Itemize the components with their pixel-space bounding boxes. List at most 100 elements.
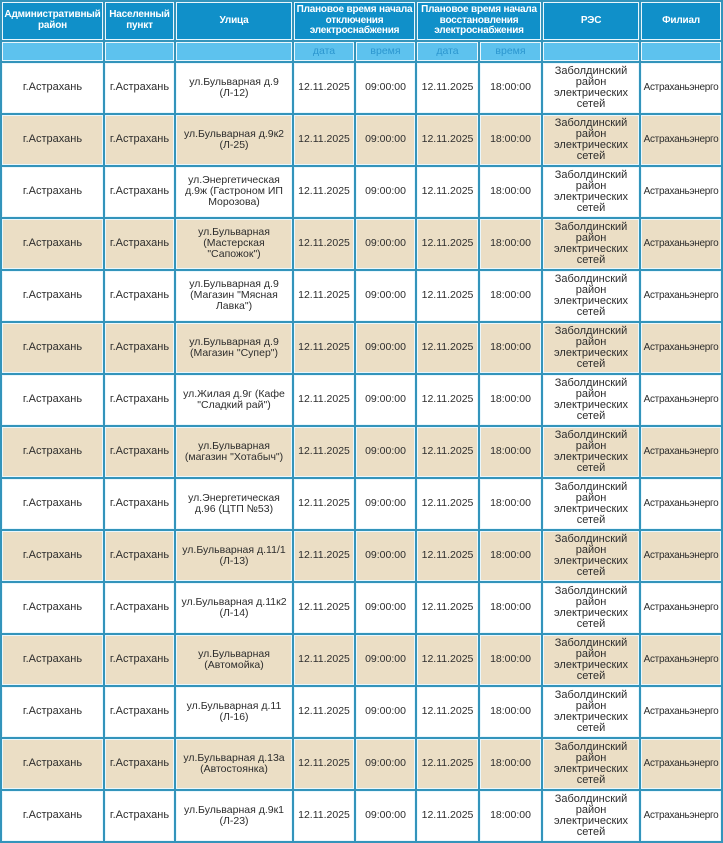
cell-street: ул.Бульварная д.11к2 (Л-14) — [176, 582, 292, 633]
cell-branch: Астраханьэнерго — [641, 686, 722, 737]
cell-res: Заболдинский район электрических сетей — [543, 738, 640, 789]
cell-restore-time: 18:00:00 — [480, 166, 542, 217]
cell-branch: Астраханьэнерго — [641, 790, 722, 841]
cell-settlement: г.Астрахань — [105, 686, 174, 737]
cell-district: г.Астрахань — [2, 62, 103, 113]
cell-res: Заболдинский район электрических сетей — [543, 322, 640, 373]
cell-restore-date: 12.11.2025 — [417, 426, 479, 477]
cell-restore-time: 18:00:00 — [480, 62, 542, 113]
cell-district: г.Астрахань — [2, 270, 103, 321]
col-header-outage-start: Плановое время начала отключения электро… — [294, 2, 416, 40]
cell-outage-date: 12.11.2025 — [294, 374, 354, 425]
cell-street: ул.Бульварная д.13а (Автостоянка) — [176, 738, 292, 789]
cell-res: Заболдинский район электрических сетей — [543, 478, 640, 529]
cell-district: г.Астрахань — [2, 166, 103, 217]
cell-res: Заболдинский район электрических сетей — [543, 374, 640, 425]
table-row: г.Астрахань г.Астрахань ул.Бульварная д.9 … — [2, 322, 722, 373]
cell-restore-time: 18:00:00 — [480, 582, 542, 633]
table-row: г.Астрахань г.Астрахань ул.Энергетическая … — [2, 478, 722, 529]
cell-res: Заболдинский район электрических сетей — [543, 166, 640, 217]
cell-branch: Астраханьэнерго — [641, 166, 722, 217]
cell-outage-date: 12.11.2025 — [294, 478, 354, 529]
cell-outage-time: 09:00:00 — [356, 166, 416, 217]
subheader-restore-date: дата — [417, 41, 479, 61]
cell-settlement: г.Астрахань — [105, 218, 174, 269]
cell-street: ул.Энергетическая д.9ж (Гастроном ИП Мор… — [176, 166, 292, 217]
cell-settlement: г.Астрахань — [105, 270, 174, 321]
cell-outage-time: 09:00:00 — [356, 790, 416, 841]
cell-outage-time: 09:00:00 — [356, 530, 416, 581]
cell-street: ул.Бульварная д.9к2 (Л-25) — [176, 114, 292, 165]
col-header-street: Улица — [176, 2, 292, 40]
cell-outage-date: 12.11.2025 — [294, 218, 354, 269]
cell-res: Заболдинский район электрических сетей — [543, 114, 640, 165]
cell-district: г.Астрахань — [2, 478, 103, 529]
table-row: г.Астрахань г.Астрахань ул.Бульварная д.11… — [2, 686, 722, 737]
cell-restore-time: 18:00:00 — [480, 218, 542, 269]
cell-res: Заболдинский район электрических сетей — [543, 582, 640, 633]
cell-outage-time: 09:00:00 — [356, 634, 416, 685]
cell-street: ул.Бульварная (Мастерская "Сапожок") — [176, 218, 292, 269]
cell-restore-time: 18:00:00 — [480, 790, 542, 841]
cell-outage-time: 09:00:00 — [356, 738, 416, 789]
cell-restore-time: 18:00:00 — [480, 686, 542, 737]
table-row: г.Астрахань г.Астрахань ул.Бульварная д.9 … — [2, 270, 722, 321]
cell-outage-date: 12.11.2025 — [294, 686, 354, 737]
cell-outage-time: 09:00:00 — [356, 582, 416, 633]
col-header-restore-start: Плановое время начала восстановления эле… — [417, 2, 542, 40]
cell-restore-time: 18:00:00 — [480, 270, 542, 321]
cell-outage-date: 12.11.2025 — [294, 634, 354, 685]
cell-outage-time: 09:00:00 — [356, 322, 416, 373]
subheader-restore-time: время — [480, 41, 542, 61]
cell-street: ул.Энергетическая д.96 (ЦТП №53) — [176, 478, 292, 529]
cell-branch: Астраханьэнерго — [641, 478, 722, 529]
cell-district: г.Астрахань — [2, 530, 103, 581]
table-row: г.Астрахань г.Астрахань ул.Бульварная д.11… — [2, 530, 722, 581]
cell-branch: Астраханьэнерго — [641, 62, 722, 113]
cell-district: г.Астрахань — [2, 686, 103, 737]
cell-res: Заболдинский район электрических сетей — [543, 270, 640, 321]
cell-district: г.Астрахань — [2, 790, 103, 841]
cell-res: Заболдинский район электрических сетей — [543, 426, 640, 477]
col-header-district: Административный район — [2, 2, 103, 40]
cell-branch: Астраханьэнерго — [641, 738, 722, 789]
cell-outage-time: 09:00:00 — [356, 686, 416, 737]
cell-restore-date: 12.11.2025 — [417, 114, 479, 165]
cell-outage-time: 09:00:00 — [356, 426, 416, 477]
cell-restore-date: 12.11.2025 — [417, 218, 479, 269]
col-header-branch: Филиал — [641, 2, 722, 40]
cell-res: Заболдинский район электрических сетей — [543, 218, 640, 269]
subheader-empty — [105, 41, 174, 61]
cell-res: Заболдинский район электрических сетей — [543, 62, 640, 113]
cell-outage-date: 12.11.2025 — [294, 582, 354, 633]
cell-settlement: г.Астрахань — [105, 478, 174, 529]
cell-outage-date: 12.11.2025 — [294, 62, 354, 113]
cell-res: Заболдинский район электрических сетей — [543, 790, 640, 841]
cell-branch: Астраханьэнерго — [641, 426, 722, 477]
cell-settlement: г.Астрахань — [105, 322, 174, 373]
cell-restore-date: 12.11.2025 — [417, 270, 479, 321]
cell-street: ул.Бульварная (магазин "Хотабыч") — [176, 426, 292, 477]
cell-outage-date: 12.11.2025 — [294, 790, 354, 841]
cell-restore-time: 18:00:00 — [480, 374, 542, 425]
cell-district: г.Астрахань — [2, 114, 103, 165]
cell-street: ул.Бульварная д.9 (Магазин "Мясная Лавка… — [176, 270, 292, 321]
subheader-empty — [543, 41, 640, 61]
cell-outage-time: 09:00:00 — [356, 218, 416, 269]
table-row: г.Астрахань г.Астрахань ул.Бульварная (Мас… — [2, 218, 722, 269]
col-header-res: РЭС — [543, 2, 640, 40]
cell-restore-time: 18:00:00 — [480, 738, 542, 789]
cell-branch: Астраханьэнерго — [641, 114, 722, 165]
cell-res: Заболдинский район электрических сетей — [543, 634, 640, 685]
cell-branch: Астраханьэнерго — [641, 374, 722, 425]
cell-restore-date: 12.11.2025 — [417, 634, 479, 685]
cell-res: Заболдинский район электрических сетей — [543, 686, 640, 737]
cell-outage-time: 09:00:00 — [356, 270, 416, 321]
subheader-row: дата время дата время — [2, 41, 722, 61]
table-row: г.Астрахань г.Астрахань ул.Бульварная д.9к… — [2, 790, 722, 841]
cell-settlement: г.Астрахань — [105, 166, 174, 217]
cell-outage-time: 09:00:00 — [356, 62, 416, 113]
cell-branch: Астраханьэнерго — [641, 322, 722, 373]
cell-branch: Астраханьэнерго — [641, 582, 722, 633]
